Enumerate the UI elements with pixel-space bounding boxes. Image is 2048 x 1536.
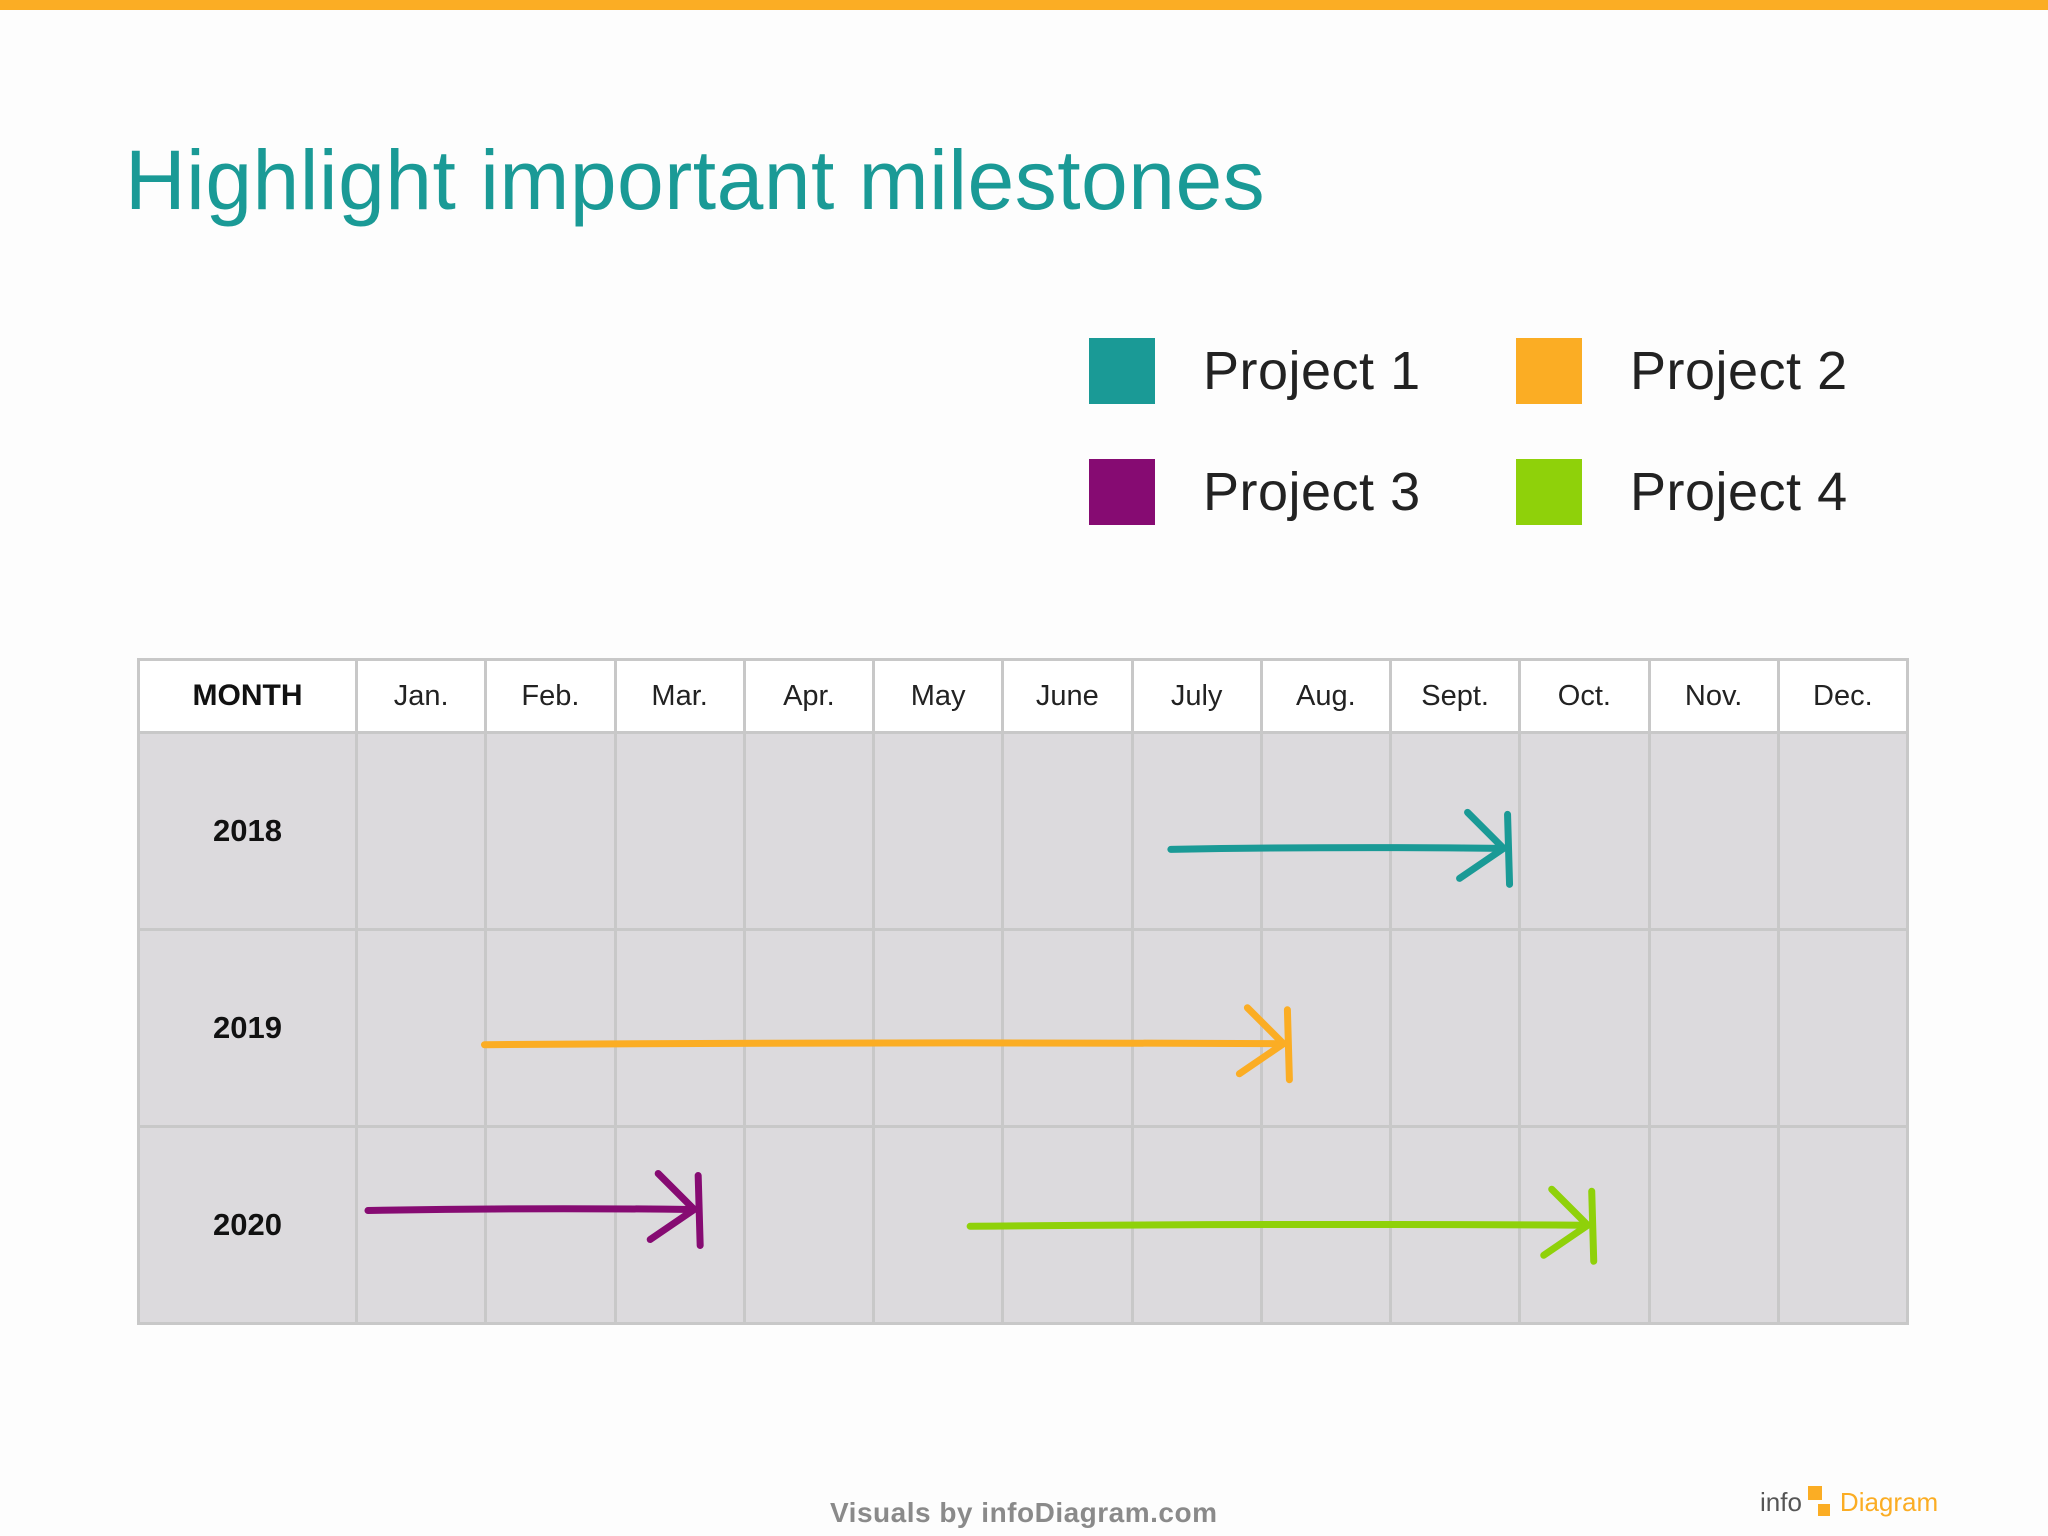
legend-swatch-project-3: [1089, 459, 1155, 525]
grid-cell: [354, 928, 488, 1128]
grid-cell: [484, 731, 617, 931]
grid-cell: [742, 1125, 876, 1325]
grid-cell: [484, 928, 617, 1128]
year-row-2020: 2020: [137, 1125, 1910, 1325]
year-label-2019: 2019: [137, 928, 358, 1128]
month-header-cell: July: [1130, 658, 1263, 734]
timeline-grid: MONTH Jan. Feb. Mar. Apr. May June July …: [137, 658, 1910, 1325]
grid-cell: [1130, 1125, 1263, 1325]
legend-swatch-project-4: [1516, 459, 1582, 525]
year-label-2018: 2018: [137, 731, 358, 931]
month-header-cell: Sept.: [1388, 658, 1522, 734]
legend-label-project-1: Project 1: [1203, 341, 1421, 401]
grid-cell: [1130, 928, 1263, 1128]
month-header-cell: Aug.: [1259, 658, 1393, 734]
grid-cell: [742, 731, 876, 931]
timeline-table: MONTH Jan. Feb. Mar. Apr. May June July …: [137, 658, 1910, 1325]
month-header-cell: June: [1001, 658, 1134, 734]
grid-cell: [1776, 1125, 1910, 1325]
legend-swatch-project-2: [1516, 338, 1582, 404]
month-header-cell: Dec.: [1776, 658, 1910, 734]
month-header-cell: May: [871, 658, 1005, 734]
month-header-cell: Apr.: [742, 658, 876, 734]
grid-cell: [1001, 1125, 1134, 1325]
brand-logo: info Diagram: [1760, 1484, 1938, 1520]
grid-cell: [1647, 731, 1780, 931]
legend-label-project-4: Project 4: [1630, 462, 1848, 522]
grid-cell: [484, 1125, 617, 1325]
legend-item-project-2: Project 2: [1516, 336, 1848, 406]
footer-credit: Visuals by infoDiagram.com: [830, 1497, 1218, 1528]
grid-cell: [1776, 731, 1910, 931]
month-header-cell: Jan.: [354, 658, 488, 734]
grid-cell: [1647, 928, 1780, 1128]
brand-info-text: info: [1760, 1486, 1802, 1517]
grid-cell: [1130, 731, 1263, 931]
grid-cell: [1388, 928, 1522, 1128]
legend-label-project-3: Project 3: [1203, 462, 1421, 522]
grid-cell: [871, 731, 1005, 931]
grid-cell: [1518, 731, 1651, 931]
grid-cell: [1001, 928, 1134, 1128]
legend-item-project-3: Project 3: [1089, 457, 1421, 527]
grid-cell: [1388, 1125, 1522, 1325]
month-column-header: MONTH: [137, 658, 358, 734]
month-header-cell: Mar.: [613, 658, 746, 734]
grid-cell: [871, 1125, 1005, 1325]
month-header-cell: Oct.: [1518, 658, 1651, 734]
grid-cell: [1647, 1125, 1780, 1325]
grid-cell: [354, 1125, 488, 1325]
grid-cell: [742, 928, 876, 1128]
legend-swatch-project-1: [1089, 338, 1155, 404]
grid-cell: [613, 1125, 746, 1325]
grid-cell: [871, 928, 1005, 1128]
page-title: Highlight important milestones: [125, 133, 1266, 227]
month-header-cell: Feb.: [484, 658, 617, 734]
grid-cell: [1776, 928, 1910, 1128]
year-label-2020: 2020: [137, 1125, 358, 1325]
grid-cell: [1388, 731, 1522, 931]
grid-cell: [1518, 1125, 1651, 1325]
grid-cell: [1518, 928, 1651, 1128]
brand-diagram-text: Diagram: [1839, 1486, 1939, 1517]
legend-label-project-2: Project 2: [1630, 341, 1848, 401]
grid-cell: [1259, 928, 1393, 1128]
top-accent-bar: [0, 0, 2048, 10]
grid-cell: [354, 731, 488, 931]
year-row-2018: 2018: [137, 731, 1910, 931]
brand-mark-icon: [1804, 1484, 1834, 1520]
grid-cell: [613, 731, 746, 931]
grid-cell: [613, 928, 746, 1128]
month-header-cell: Nov.: [1647, 658, 1780, 734]
grid-cell: [1259, 1125, 1393, 1325]
grid-cell: [1001, 731, 1134, 931]
year-row-2019: 2019: [137, 928, 1910, 1128]
month-header-row: MONTH Jan. Feb. Mar. Apr. May June July …: [137, 658, 1910, 734]
grid-cell: [1259, 731, 1393, 931]
legend-item-project-4: Project 4: [1516, 457, 1848, 527]
legend-item-project-1: Project 1: [1089, 336, 1421, 406]
